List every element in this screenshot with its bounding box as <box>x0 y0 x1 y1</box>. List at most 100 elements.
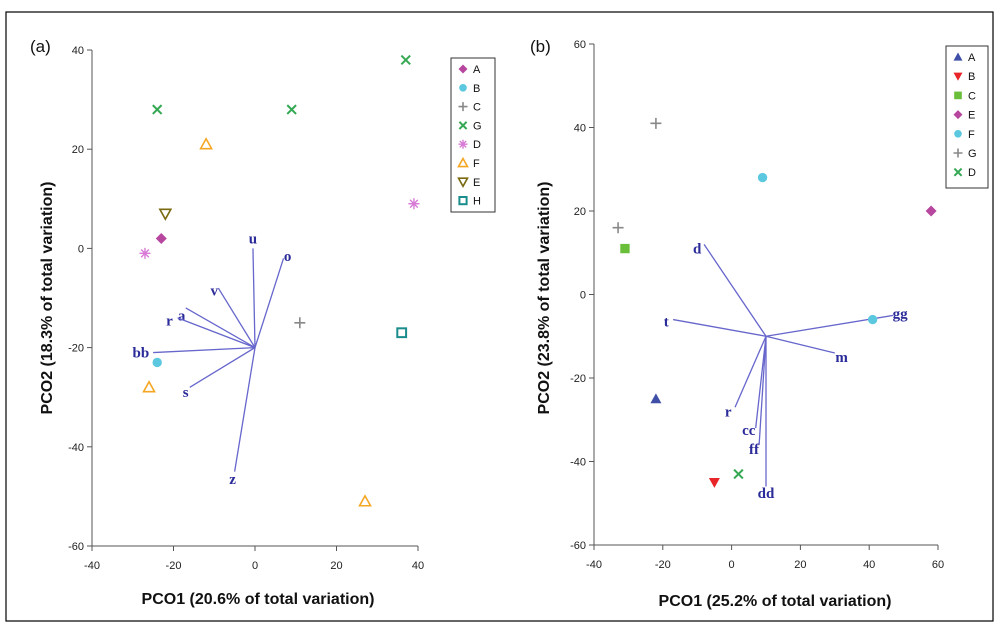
x-tick-label: -40 <box>586 559 602 571</box>
data-point-G <box>152 104 163 115</box>
y-tick-label: -20 <box>68 343 84 355</box>
vector-r <box>734 335 767 408</box>
y-tick-label: 0 <box>580 290 586 302</box>
x-tick-label: 20 <box>330 560 342 572</box>
y-tick-label: 0 <box>78 243 84 255</box>
x-tick-label: -20 <box>166 560 182 572</box>
vector-t <box>673 318 767 337</box>
legend-label: E <box>968 110 975 122</box>
legend-label: H <box>473 196 481 208</box>
data-point-A <box>650 393 662 404</box>
vector-label: s <box>183 385 189 401</box>
legend-marker-F <box>954 129 962 138</box>
x-tick-label: -20 <box>655 559 671 571</box>
y-tick-label: -60 <box>68 541 84 553</box>
data-point-G <box>650 117 662 129</box>
data-point-D <box>733 468 744 480</box>
y-axis-title: PCO2 (23.8% of total variation) <box>536 182 553 415</box>
y-tick-label: 20 <box>72 144 84 156</box>
panel-label: (a) <box>30 37 51 56</box>
legend-box <box>450 57 496 213</box>
legend-marker-E <box>457 177 469 188</box>
y-tick-label: 40 <box>574 123 586 135</box>
legend-marker-A <box>953 52 963 61</box>
y-tick-label: -20 <box>570 373 586 385</box>
vector-cc <box>755 336 767 429</box>
legend-marker-H <box>458 196 468 206</box>
data-point-B <box>708 477 720 488</box>
x-tick-label: 0 <box>729 559 735 571</box>
vector-label: bb <box>133 346 150 362</box>
legend-marker-G <box>458 121 468 130</box>
data-point-F <box>358 494 372 507</box>
vector-o <box>254 258 285 348</box>
legend-label: G <box>473 120 482 132</box>
legend-label: G <box>968 148 977 160</box>
vector-label: o <box>284 249 292 265</box>
vector-r <box>177 317 256 349</box>
vector-s <box>189 347 256 388</box>
legend-label: D <box>968 167 976 179</box>
legend-label: C <box>473 102 481 114</box>
data-point-F <box>867 314 878 325</box>
data-point-A <box>155 232 167 244</box>
legend-label: A <box>473 64 481 76</box>
vector-label: gg <box>893 306 909 322</box>
legend-marker-E <box>953 110 963 120</box>
figure-frame <box>5 11 994 622</box>
vector-label: r <box>725 404 732 420</box>
vector-label: z <box>229 472 236 488</box>
vector-label: v <box>211 284 219 300</box>
vector-z <box>233 347 256 472</box>
legend-label: D <box>473 139 481 151</box>
y-tick-label: 40 <box>72 45 84 57</box>
vector-label: a <box>178 308 186 324</box>
x-tick-label: 40 <box>863 559 875 571</box>
y-tick-label: 20 <box>574 206 586 218</box>
y-tick-label: -60 <box>570 540 586 552</box>
legend-label: B <box>473 83 480 95</box>
vector-label: dd <box>758 486 775 502</box>
legend-marker-F <box>457 156 469 168</box>
data-point-H <box>396 327 408 339</box>
x-tick-label: 40 <box>412 560 424 572</box>
legend-marker-D <box>458 139 468 149</box>
vector-a <box>185 307 256 349</box>
legend-label: C <box>968 90 976 102</box>
legend-box <box>945 45 989 189</box>
data-point-C <box>294 317 306 329</box>
legend-marker-B <box>953 72 963 81</box>
data-point-E <box>158 208 173 221</box>
vector-u <box>252 248 256 348</box>
legend-label: F <box>473 158 480 170</box>
legend-label: A <box>968 52 976 64</box>
legend-marker-A <box>458 64 468 74</box>
y-tick-label: 60 <box>574 39 586 51</box>
data-point-G <box>612 222 624 234</box>
vector-ff <box>758 336 767 445</box>
y-tick-label: -40 <box>570 457 586 469</box>
vector-d <box>703 244 767 337</box>
vector-label: d <box>693 242 702 258</box>
legend-label: B <box>968 71 975 83</box>
x-tick-label: -40 <box>84 560 100 572</box>
y-tick-label: -40 <box>68 442 84 454</box>
x-axis-title: PCO1 (20.6% of total variation) <box>142 591 375 608</box>
x-tick-label: 20 <box>794 559 806 571</box>
panel-label: (b) <box>530 37 551 56</box>
x-tick-label: 60 <box>932 559 944 571</box>
legend-marker-D <box>953 167 963 177</box>
x-tick-label: 0 <box>252 560 258 572</box>
data-point-C <box>620 243 630 254</box>
data-point-G <box>400 54 411 66</box>
data-point-D <box>408 198 420 210</box>
legend-label: F <box>968 129 975 141</box>
data-point-F <box>757 172 768 183</box>
legend-marker-C <box>954 91 962 100</box>
legend-marker-B <box>459 83 467 92</box>
